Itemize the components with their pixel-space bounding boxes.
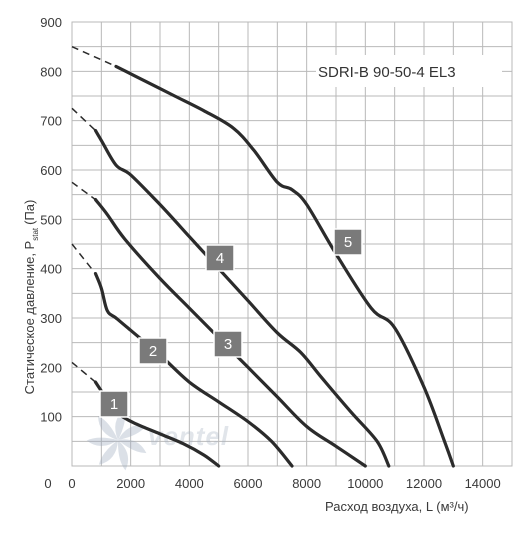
tick-labels: 0 2000 4000 6000 8000 10000 12000 14000 0 100 200 3… xyxy=(40,15,500,491)
series-2-badge-label: 2 xyxy=(149,343,157,360)
series-1-badge xyxy=(99,390,129,418)
grid xyxy=(71,21,513,467)
y-tick-label: 700 xyxy=(40,114,62,129)
series-3-badge-label: 3 xyxy=(224,336,232,353)
series-5-dashed xyxy=(71,46,117,68)
fan-blade-icon xyxy=(98,415,118,440)
x-tick-label: 0 xyxy=(68,476,75,491)
y-tick-label: 500 xyxy=(40,212,62,227)
series-5-line xyxy=(114,64,455,468)
x-axis-label: Расход воздуха, L (м³/ч) xyxy=(325,499,469,514)
series-4-badge xyxy=(205,244,235,272)
fan-blade-icon xyxy=(117,440,129,471)
x-tick-label: 2000 xyxy=(116,476,145,491)
series-2-dashed xyxy=(71,243,97,275)
series-1-dashed xyxy=(71,361,96,383)
x-tick-label: 8000 xyxy=(292,476,321,491)
series-group: 1 2 3 4 5 xyxy=(71,46,455,468)
y-axis-label-sub: stat xyxy=(31,227,40,241)
y-tick-label: 400 xyxy=(40,262,62,277)
y-axis-label-unit: (Па) xyxy=(22,200,37,225)
series-1-badge-label: 1 xyxy=(110,396,118,413)
series-5-badge-label: 5 xyxy=(344,234,352,251)
series-3-badge xyxy=(213,330,243,358)
x-tick-label: 12000 xyxy=(406,476,442,491)
fan-blade-icon xyxy=(118,425,146,440)
y-axis-label: Статическое давление, Pstat (Па) xyxy=(22,200,40,395)
x-tick-label: 4000 xyxy=(175,476,204,491)
x-tick-label: 14000 xyxy=(465,476,501,491)
series-5-badge xyxy=(333,228,363,256)
watermark: ventel xyxy=(86,409,228,471)
series-2-badge xyxy=(138,337,168,365)
chart-title: SDRI-B 90-50-4 EL3 xyxy=(318,64,456,81)
ventel-logo: ventel xyxy=(86,409,228,471)
y-tick-label: 900 xyxy=(40,15,62,30)
fan-blade-icon xyxy=(98,440,118,465)
y-tick-label: 600 xyxy=(40,163,62,178)
series-4-dashed xyxy=(71,107,97,132)
y-tick-label: 100 xyxy=(40,410,62,425)
y-tick-label: 200 xyxy=(40,360,62,375)
fan-blade-icon xyxy=(118,439,147,454)
series-3-dashed xyxy=(71,181,96,201)
y-tick-label: 0 xyxy=(44,476,51,491)
series-4-line xyxy=(93,128,391,468)
model-label-background xyxy=(316,55,502,87)
fan-blade-icon xyxy=(86,437,118,447)
y-tick-label: 800 xyxy=(40,64,62,79)
x-tick-label: 10000 xyxy=(347,476,383,491)
series-4-badge-label: 4 xyxy=(216,250,224,267)
x-tick-label: 6000 xyxy=(234,476,263,491)
y-axis-label-main: Статическое давление, P xyxy=(22,241,37,395)
y-tick-label: 300 xyxy=(40,311,62,326)
